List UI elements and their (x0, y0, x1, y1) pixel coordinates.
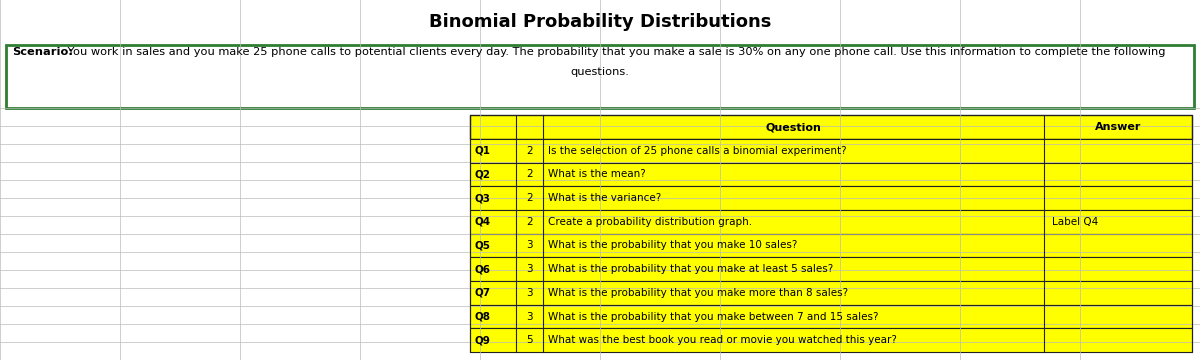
Text: 2: 2 (527, 217, 533, 227)
Text: What is the variance?: What is the variance? (548, 193, 661, 203)
Text: Q6: Q6 (474, 264, 490, 274)
FancyBboxPatch shape (470, 186, 1192, 210)
Text: 3: 3 (527, 240, 533, 251)
Text: Answer: Answer (1094, 122, 1141, 132)
FancyBboxPatch shape (470, 139, 1192, 163)
Text: 3: 3 (527, 264, 533, 274)
Text: Scenario:: Scenario: (12, 47, 73, 57)
FancyBboxPatch shape (470, 115, 1192, 139)
FancyBboxPatch shape (470, 328, 1192, 352)
Text: What is the probability that you make 10 sales?: What is the probability that you make 10… (548, 240, 798, 251)
Text: Q7: Q7 (474, 288, 490, 298)
Text: Question: Question (766, 122, 822, 132)
Text: 3: 3 (527, 288, 533, 298)
Text: 3: 3 (527, 311, 533, 321)
FancyBboxPatch shape (470, 281, 1192, 305)
Text: 5: 5 (527, 335, 533, 345)
Text: 2: 2 (527, 170, 533, 179)
Text: You work in sales and you make 25 phone calls to potential clients every day. Th: You work in sales and you make 25 phone … (64, 47, 1165, 57)
Text: Q9: Q9 (474, 335, 490, 345)
Text: What was the best book you read or movie you watched this year?: What was the best book you read or movie… (548, 335, 898, 345)
Text: What is the mean?: What is the mean? (548, 170, 646, 179)
Text: Q8: Q8 (474, 311, 490, 321)
Text: What is the probability that you make between 7 and 15 sales?: What is the probability that you make be… (548, 311, 878, 321)
Text: 2: 2 (527, 193, 533, 203)
FancyBboxPatch shape (470, 163, 1192, 186)
Text: Label Q4: Label Q4 (1052, 217, 1098, 227)
FancyBboxPatch shape (470, 234, 1192, 257)
Text: Q2: Q2 (474, 170, 490, 179)
FancyBboxPatch shape (6, 45, 1194, 108)
Text: What is the probability that you make more than 8 sales?: What is the probability that you make mo… (548, 288, 848, 298)
Text: Q4: Q4 (474, 217, 490, 227)
Text: Q3: Q3 (474, 193, 490, 203)
Text: What is the probability that you make at least 5 sales?: What is the probability that you make at… (548, 264, 834, 274)
Text: Q1: Q1 (474, 146, 490, 156)
FancyBboxPatch shape (470, 257, 1192, 281)
FancyBboxPatch shape (470, 305, 1192, 328)
Text: questions.: questions. (570, 67, 630, 77)
FancyBboxPatch shape (470, 210, 1192, 234)
Text: Q5: Q5 (474, 240, 490, 251)
Text: Is the selection of 25 phone calls a binomial experiment?: Is the selection of 25 phone calls a bin… (548, 146, 847, 156)
Text: Binomial Probability Distributions: Binomial Probability Distributions (428, 13, 772, 31)
Text: Create a probability distribution graph.: Create a probability distribution graph. (548, 217, 752, 227)
Text: 2: 2 (527, 146, 533, 156)
